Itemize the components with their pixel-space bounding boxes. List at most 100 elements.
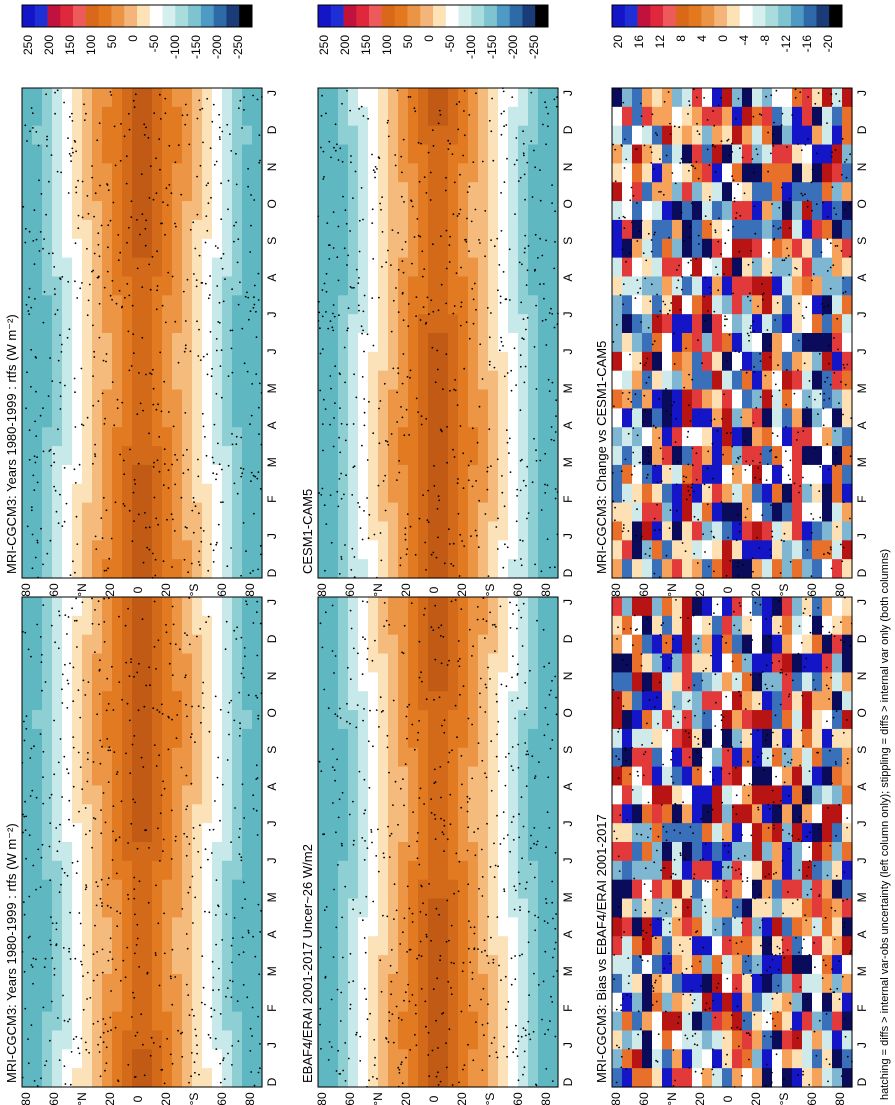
heatmap-cell <box>418 502 429 523</box>
heatmap-cell <box>122 238 133 259</box>
heatmap-cell <box>478 1068 489 1088</box>
stipple-dot <box>250 480 252 483</box>
heatmap-cell <box>252 464 263 485</box>
heatmap-cell <box>252 314 263 334</box>
stipple-dot <box>551 202 553 205</box>
heatmap-cell <box>202 710 213 730</box>
heatmap-cell <box>478 955 489 975</box>
month-tick-label: J <box>561 533 575 539</box>
stipple-dot <box>490 239 492 242</box>
heatmap-cell <box>488 1049 499 1069</box>
stipple-dot <box>390 993 392 996</box>
heatmap-cell <box>62 106 73 127</box>
lat-tick-label: 20 <box>103 1092 117 1105</box>
heatmap-cell <box>232 823 243 843</box>
stipple-dot <box>325 523 328 525</box>
stipple-dot <box>542 980 545 983</box>
heatmap-cell <box>112 710 123 730</box>
stipple-dot <box>446 899 449 902</box>
stipple-dot <box>325 290 328 293</box>
stipple-dot <box>431 129 434 132</box>
stipple-dot <box>42 563 44 566</box>
heatmap-cell <box>458 1030 469 1050</box>
heatmap-cell <box>488 182 499 202</box>
heatmap-cell <box>132 634 143 655</box>
heatmap-cell <box>202 672 213 692</box>
heatmap-cell <box>252 483 263 504</box>
heatmap-cell <box>508 973 519 994</box>
stipple-dot <box>475 308 477 311</box>
stipple-dot <box>49 1039 51 1042</box>
heatmap-cell <box>488 634 499 655</box>
stipple-dot <box>204 436 206 438</box>
heatmap-cell <box>408 973 419 994</box>
heatmap-cell <box>498 370 509 391</box>
heatmap-cell <box>142 879 153 900</box>
heatmap-cell <box>438 691 449 711</box>
stipple-dot <box>113 125 116 128</box>
stipple-dot <box>411 205 414 208</box>
stipple-dot <box>74 391 76 394</box>
stipple-dot <box>102 496 105 499</box>
stipple-dot <box>53 719 55 722</box>
heatmap-cell <box>142 389 153 409</box>
heatmap-cell <box>222 992 233 1013</box>
stipple-dot <box>453 962 455 965</box>
stipple-dot <box>250 1071 253 1073</box>
heatmap-cell <box>518 408 529 428</box>
heatmap-cell <box>172 710 183 730</box>
stipple-dot <box>188 1081 190 1084</box>
heatmap-cell <box>408 917 419 937</box>
stipple-dot <box>363 778 366 781</box>
heatmap-cell <box>212 917 223 937</box>
heatmap-cell <box>458 370 469 391</box>
heatmap-cell <box>232 502 243 523</box>
stipple-dot <box>368 400 370 403</box>
heatmap-cell <box>358 785 369 805</box>
stipple-dot <box>131 1016 133 1018</box>
stipple-dot <box>105 509 108 512</box>
stipple-dot <box>115 773 118 775</box>
stipple-dot <box>189 736 192 739</box>
stipple-dot <box>94 453 96 455</box>
stipple-dot <box>379 202 381 205</box>
heatmap-cell <box>252 936 263 956</box>
heatmap-cell <box>22 860 33 881</box>
stipple-dot <box>36 481 39 484</box>
stipple-dot <box>547 1028 550 1031</box>
heatmap-cell <box>468 502 479 523</box>
heatmap-cell <box>102 521 113 541</box>
month-tick-label: J <box>265 90 279 96</box>
stipple-dot <box>119 453 121 456</box>
heatmap-cell <box>52 106 63 127</box>
lat-tick-label: 20 <box>455 583 469 597</box>
stipple-dot <box>390 264 392 266</box>
heatmap-cell <box>62 672 73 692</box>
stipple-dot <box>144 512 146 514</box>
stipple-dot <box>69 958 72 960</box>
heatmap-cell <box>122 691 133 711</box>
stipple-dot <box>117 234 120 236</box>
stipple-dot <box>437 626 440 629</box>
heatmap-cell <box>388 1068 399 1088</box>
stipple-dot <box>397 232 399 234</box>
heatmap-cell <box>42 219 53 240</box>
stipple-dot <box>136 219 138 221</box>
stipple-dot <box>101 745 103 748</box>
heatmap-cell <box>418 125 429 146</box>
stipple-dot <box>187 994 190 996</box>
stipple-dot <box>138 966 141 968</box>
heatmap-cell <box>528 370 539 391</box>
stipple-dot <box>252 808 255 810</box>
stipple-dot <box>198 512 200 515</box>
stipple-dot <box>29 935 31 938</box>
stipple-dot <box>470 460 472 463</box>
stipple-dot <box>257 717 260 720</box>
stipple-dot <box>341 916 343 919</box>
stipple-dot <box>155 668 157 670</box>
stipple-dot <box>215 473 218 475</box>
heatmap-cell <box>172 672 183 692</box>
heatmap-cell <box>328 1049 339 1069</box>
stipple-dot <box>228 701 231 704</box>
stipple-dot <box>333 417 335 419</box>
